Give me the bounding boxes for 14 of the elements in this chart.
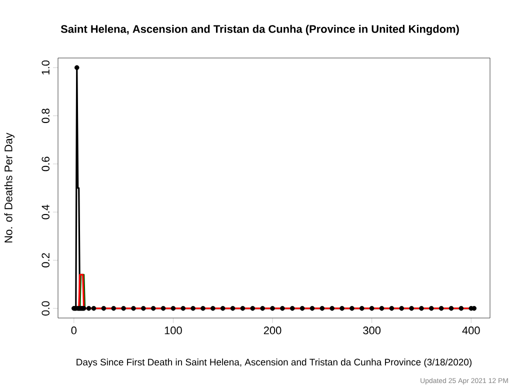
y-tick-label: 0.6 — [42, 156, 50, 172]
x-tick-label: 100 — [164, 326, 182, 334]
x-tick-label: 200 — [264, 326, 282, 334]
y-tick-label: 0.4 — [42, 204, 50, 220]
x-tick-label: 400 — [462, 326, 480, 334]
x-tick-label: 300 — [363, 326, 381, 334]
y-tick-label: 0.8 — [42, 108, 50, 123]
y-tick-label: 0.0 — [42, 301, 50, 316]
y-tick-label: 0.2 — [42, 253, 50, 268]
chart-title: Saint Helena, Ascension and Tristan da Cunha (Province in United Kingdom) — [60, 24, 459, 36]
y-tick-label: 1.0 — [42, 60, 50, 74]
x-axis-title: Days Since First Death in Saint Helena, Ascension and Tristan da Cunha Province (3/18/2020) — [76, 358, 472, 368]
x-tick-label: 0 — [71, 326, 77, 334]
y-axis-title: No. of Deaths Per Day — [4, 132, 14, 242]
